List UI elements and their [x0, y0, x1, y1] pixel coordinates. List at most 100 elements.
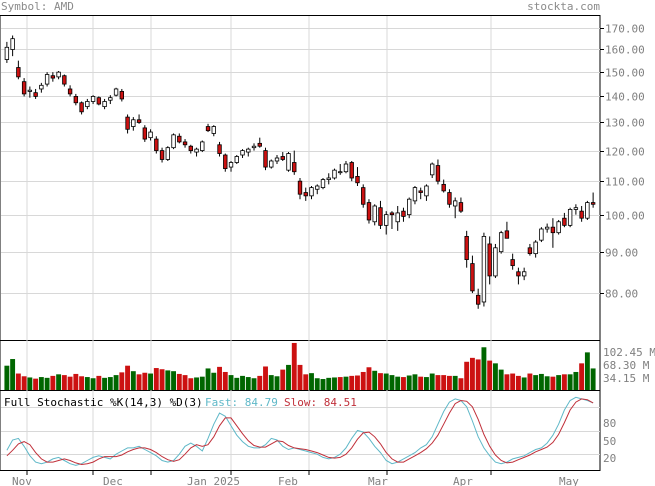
volume-bar — [446, 375, 452, 390]
price-tick-label: 110.00 — [605, 176, 645, 189]
candle-body — [27, 89, 33, 92]
volume-bar — [182, 375, 188, 390]
volume-bar — [389, 375, 395, 390]
volume-bar — [102, 377, 108, 390]
candle-body — [269, 160, 274, 168]
volume-bar — [263, 366, 268, 390]
volume-bar — [378, 373, 383, 390]
candle-body — [453, 200, 458, 207]
candle-body — [361, 187, 366, 205]
site-label: stockta.com — [527, 0, 600, 13]
volume-bar — [291, 342, 297, 390]
x-axis-label-mar: Mar — [368, 475, 388, 486]
price-tick-label: 120.00 — [605, 146, 645, 159]
stochastic-lines — [6, 396, 594, 466]
price-tick-label: 100.00 — [605, 210, 645, 223]
stoch-tick-label: 80 — [603, 417, 616, 430]
volume-bar — [544, 376, 550, 390]
volume-bar — [424, 377, 429, 390]
volume-tick-label: 34.15 M — [603, 372, 650, 385]
grid-lines — [1, 16, 600, 475]
price-tick-label: 90.00 — [605, 247, 638, 260]
candle-body — [521, 271, 527, 277]
candle-body — [217, 144, 222, 154]
symbol-label: Symbol: AMD — [1, 0, 74, 13]
volume-bar — [194, 377, 199, 390]
volume-bar — [245, 377, 251, 390]
candle-body — [527, 247, 533, 255]
candle-body — [510, 259, 515, 267]
candle-body — [332, 169, 337, 179]
volume-bar — [165, 370, 171, 390]
x-axis-label-feb: Feb — [278, 475, 298, 486]
candle-body — [142, 127, 147, 140]
candle-body — [177, 135, 182, 143]
candle-body — [590, 202, 596, 205]
candle-body — [165, 147, 170, 160]
volume-bar — [211, 372, 217, 390]
volume-bar — [90, 378, 96, 390]
candle-body — [539, 228, 544, 241]
candle-body — [4, 46, 10, 60]
volume-bar — [125, 365, 131, 390]
volume-bar — [579, 363, 585, 390]
volume-bar — [360, 371, 366, 390]
volume-bars — [4, 342, 596, 390]
candle-body — [67, 88, 73, 95]
volume-bar — [527, 373, 533, 390]
volume-bar — [337, 377, 343, 390]
candle-body — [395, 212, 400, 223]
volume-bar — [538, 373, 544, 390]
volume-bar — [550, 376, 556, 390]
stoch-tick-label: 20 — [603, 452, 616, 465]
volume-bar — [355, 375, 360, 390]
volume-bar — [435, 375, 441, 390]
volume-bar — [27, 377, 33, 390]
candle-body — [573, 207, 579, 210]
volume-bar — [10, 359, 16, 390]
volume-bar — [217, 366, 222, 390]
candle-body — [44, 74, 50, 85]
volume-bar — [274, 376, 280, 390]
volume-bar — [142, 372, 148, 390]
candle-body — [326, 177, 331, 180]
volume-bar — [429, 373, 435, 390]
volume-bar — [96, 375, 102, 390]
volume-bar — [481, 347, 487, 390]
candle-body — [286, 153, 291, 171]
candle-body — [343, 163, 349, 173]
volume-bar — [487, 360, 493, 390]
volume-bar — [556, 375, 562, 390]
candle-body — [223, 154, 228, 170]
volume-tick-label: 102.45 M — [603, 346, 655, 359]
candle-body — [85, 101, 90, 108]
candle-body — [447, 192, 452, 205]
x-axis-label-dec: Dec — [103, 475, 123, 486]
candle-body — [464, 236, 469, 260]
volume-bar — [492, 363, 498, 390]
stoch-fast-line — [6, 396, 594, 466]
price-tick-label: 140.00 — [605, 91, 645, 104]
candle-body — [585, 202, 590, 219]
candle-body — [50, 75, 56, 79]
candle-body — [257, 142, 262, 147]
candle-body — [79, 102, 84, 113]
candle-body — [113, 88, 119, 96]
candle-body — [188, 145, 193, 151]
candle-body — [171, 134, 176, 149]
candle-body — [211, 126, 216, 134]
volume-bar — [515, 375, 521, 390]
volume-bar — [343, 376, 349, 390]
volume-bar — [297, 364, 303, 390]
volume-bar — [136, 374, 142, 390]
volume-bar — [383, 373, 389, 390]
volume-bar — [153, 368, 159, 390]
price-tick-label: 170.00 — [605, 23, 645, 36]
candle-body — [159, 150, 165, 160]
candle-body — [475, 294, 481, 305]
candle-body — [303, 192, 308, 197]
volume-bar — [567, 374, 573, 390]
candle-body — [16, 67, 21, 78]
candle-body — [430, 163, 435, 176]
volume-bar — [268, 375, 274, 390]
